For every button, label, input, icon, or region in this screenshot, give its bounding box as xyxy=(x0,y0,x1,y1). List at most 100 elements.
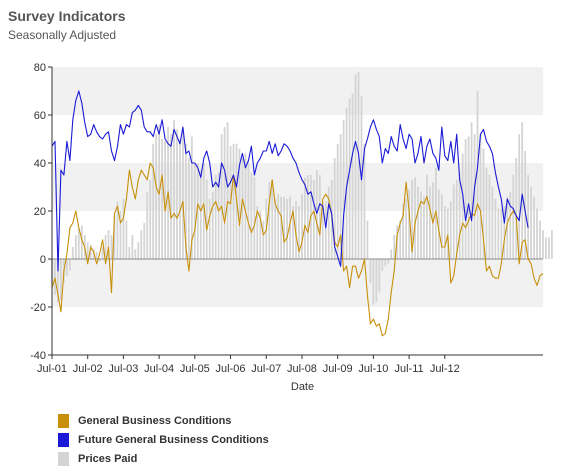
legend-item-prices[interactable]: Prices Paid xyxy=(58,449,269,468)
prices-paid-bar xyxy=(405,199,408,259)
prices-paid-bar xyxy=(372,259,375,305)
prices-paid-bar xyxy=(80,225,83,259)
prices-paid-bar xyxy=(226,122,229,259)
prices-paid-bar xyxy=(414,177,416,259)
prices-paid-bar xyxy=(515,158,518,259)
x-tick-label: Jul-12 xyxy=(430,363,460,375)
prices-paid-bar xyxy=(399,220,402,259)
prices-paid-bar xyxy=(307,175,309,259)
legend-swatch-prices xyxy=(58,451,69,466)
prices-paid-bar xyxy=(152,143,155,259)
prices-paid-bar xyxy=(363,143,366,259)
prices-paid-bar xyxy=(283,196,286,259)
prices-paid-bar xyxy=(357,71,360,259)
prices-paid-bar xyxy=(536,208,538,259)
prices-paid-bar xyxy=(417,187,419,259)
prices-paid-bar xyxy=(223,127,226,259)
prices-paid-bar xyxy=(256,206,259,259)
prices-paid-bar xyxy=(134,249,137,259)
prices-paid-bar xyxy=(131,235,134,259)
legend-item-general[interactable]: General Business Conditions xyxy=(58,411,269,430)
x-tick-label: Jul-08 xyxy=(287,363,317,375)
prices-paid-bar xyxy=(259,211,262,259)
prices-paid-bar xyxy=(277,194,280,259)
prices-paid-bar xyxy=(199,170,202,259)
prices-paid-bar xyxy=(146,191,149,259)
prices-paid-bar xyxy=(464,139,467,259)
prices-paid-bar xyxy=(339,134,342,259)
prices-paid-bar xyxy=(497,208,500,259)
prices-paid-bar xyxy=(321,201,324,259)
prices-paid-bar xyxy=(494,199,497,259)
prices-paid-bar xyxy=(545,237,547,259)
prices-paid-bar xyxy=(411,179,413,259)
prices-paid-bar xyxy=(473,134,476,259)
prices-paid-bar xyxy=(500,208,503,259)
future-general-business-conditionsline xyxy=(51,90,529,272)
prices-paid-bar xyxy=(375,259,378,303)
prices-paid-bar xyxy=(387,259,390,264)
prices-paid-bar xyxy=(318,175,321,259)
prices-paid-bar xyxy=(164,141,166,259)
prices-paid-bar xyxy=(402,203,405,259)
prices-paid-bar xyxy=(298,206,300,259)
prices-paid-bar xyxy=(89,244,92,259)
prices-paid-bar xyxy=(423,196,425,259)
prices-paid-bar xyxy=(286,199,288,259)
grid-band xyxy=(52,259,543,307)
prices-paid-bar xyxy=(336,143,339,259)
general-business-conditionsline xyxy=(51,162,544,337)
prices-paid-bar xyxy=(122,199,125,259)
prices-paid-bar xyxy=(396,225,399,259)
y-tick-label: -20 xyxy=(30,302,46,314)
prices-paid-bar xyxy=(217,172,220,259)
prices-paid-bar xyxy=(440,194,443,259)
prices-paid-bar xyxy=(179,139,181,259)
prices-paid-bar xyxy=(98,259,101,262)
prices-paid-bar xyxy=(521,122,524,259)
prices-paid-bar xyxy=(253,177,256,259)
prices-paid-bar xyxy=(393,235,396,259)
prices-paid-bar xyxy=(211,191,214,259)
prices-paid-bar xyxy=(512,175,515,259)
prices-paid-bar xyxy=(190,136,193,259)
prices-paid-bar xyxy=(509,191,512,259)
prices-paid-bar xyxy=(354,74,357,259)
x-tick-label: Jul-02 xyxy=(73,363,103,375)
prices-paid-bar xyxy=(527,175,530,259)
prices-paid-bar xyxy=(95,251,98,259)
prices-paid-bar xyxy=(104,235,107,259)
prices-paid-bar xyxy=(202,163,205,259)
legend-item-future[interactable]: Future General Business Conditions xyxy=(58,430,269,449)
prices-paid-bar xyxy=(426,175,428,259)
prices-paid-bar xyxy=(140,230,143,259)
legend-label-prices: Prices Paid xyxy=(78,452,138,465)
prices-paid-bar xyxy=(193,163,196,259)
prices-paid-bar xyxy=(530,187,532,259)
x-tick-label: Jul-05 xyxy=(180,363,210,375)
prices-paid-bar xyxy=(384,259,387,267)
prices-paid-bar xyxy=(345,107,348,259)
prices-paid-bar xyxy=(176,129,178,259)
prices-paid-bar xyxy=(429,187,431,259)
prices-paid-bar xyxy=(232,143,235,259)
prices-paid-bar xyxy=(551,230,553,259)
prices-paid-bar xyxy=(101,247,104,259)
prices-paid-bar xyxy=(244,153,247,259)
prices-paid-bar xyxy=(74,235,77,259)
prices-paid-bar xyxy=(241,158,244,259)
x-tick-label: Jul-04 xyxy=(144,363,174,375)
prices-paid-bar xyxy=(449,201,452,259)
prices-paid-bar xyxy=(292,206,294,259)
x-tick-label: Jul-07 xyxy=(251,363,281,375)
prices-paid-bar xyxy=(119,211,122,259)
chart-legend: General Business Conditions Future Gener… xyxy=(58,411,269,468)
prices-paid-bar xyxy=(143,223,146,259)
prices-paid-bar xyxy=(208,199,211,259)
prices-paid-bar xyxy=(262,220,265,259)
prices-paid-bar xyxy=(455,179,458,259)
prices-paid-bar xyxy=(304,177,306,259)
prices-paid-bar xyxy=(381,259,384,271)
prices-paid-bar xyxy=(125,220,128,259)
prices-paid-bar xyxy=(205,179,208,259)
